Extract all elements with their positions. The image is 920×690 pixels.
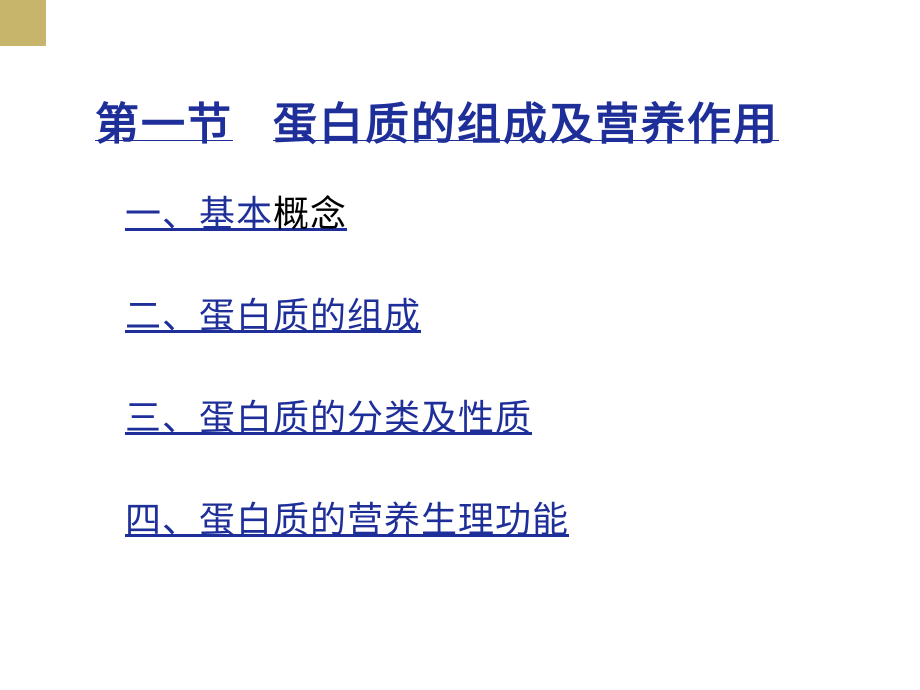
title-link[interactable]: 第一节蛋白质的组成及营养作用 bbox=[95, 126, 779, 143]
title-segment-2: 蛋白质的组成及营养作用 bbox=[273, 100, 779, 149]
item-text: 四、蛋白质的营养生理功能 bbox=[125, 500, 569, 540]
title-segment-1: 第一节 bbox=[95, 100, 233, 149]
content-list: 一、基本概念 二、蛋白质的组成 三、蛋白质的分类及性质 四、蛋白质的营养生理功能 bbox=[125, 185, 569, 593]
item-text: 二、蛋白质的组成 bbox=[125, 296, 421, 336]
slide-container: 第一节蛋白质的组成及营养作用 一、基本概念 二、蛋白质的组成 三、蛋白质的分类及… bbox=[0, 0, 920, 690]
slide-title[interactable]: 第一节蛋白质的组成及营养作用 bbox=[95, 88, 779, 152]
list-item[interactable]: 四、蛋白质的营养生理功能 bbox=[125, 491, 569, 543]
item-text: 一、基本 bbox=[125, 194, 273, 234]
list-item[interactable]: 一、基本概念 bbox=[125, 185, 569, 237]
list-item[interactable]: 二、蛋白质的组成 bbox=[125, 287, 569, 339]
corner-decoration bbox=[0, 0, 46, 46]
item-text: 三、蛋白质的分类及性质 bbox=[125, 398, 532, 438]
item-plain-text: 概念 bbox=[273, 194, 347, 234]
list-item[interactable]: 三、蛋白质的分类及性质 bbox=[125, 389, 569, 441]
